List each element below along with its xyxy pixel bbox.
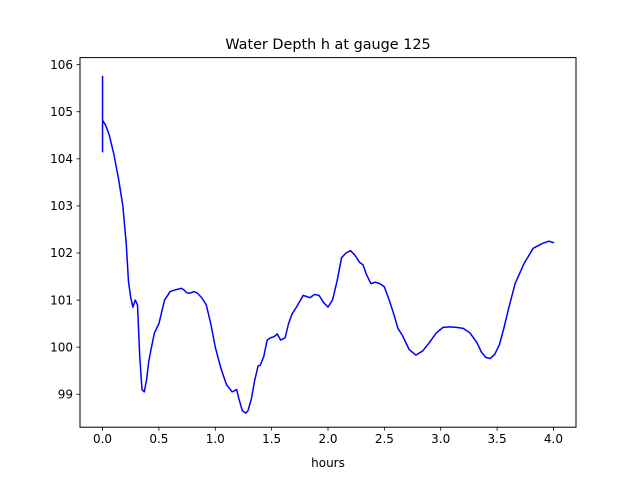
x-tick-label: 3.0	[431, 432, 450, 446]
series-layer	[101, 75, 555, 414]
y-tick-label: 103	[50, 199, 73, 213]
y-tick-label: 102	[50, 246, 73, 260]
y-tick-label: 99	[58, 387, 73, 401]
chart-title: Water Depth h at gauge 125	[225, 37, 430, 53]
x-tick-label: 1.0	[206, 432, 225, 446]
y-tick-label: 100	[50, 340, 73, 354]
plot-background	[80, 57, 576, 428]
x-tick-label: 1.5	[262, 432, 281, 446]
plot-frame	[79, 57, 577, 428]
y-tick-label: 106	[50, 58, 73, 72]
x-axis-label: hours	[311, 456, 345, 470]
x-tick-label: 0.0	[93, 432, 112, 446]
x-tick-label: 3.5	[488, 432, 507, 446]
x-tick-label: 2.0	[318, 432, 337, 446]
y-tick-label: 101	[50, 293, 73, 307]
x-tick-label: 0.5	[149, 432, 168, 446]
x-tick-label: 2.5	[375, 432, 394, 446]
y-tick-label: 105	[50, 105, 73, 119]
series-line	[101, 75, 555, 414]
x-tick-label: 4.0	[544, 432, 563, 446]
plot-area: 0.0 0.5 1.0 1.5 2.0 2.5 3.0 3.5 4.0 99 100 101 102 10…	[50, 57, 577, 446]
axis-ticks: 0.0 0.5 1.0 1.5 2.0 2.5 3.0 3.5 4.0 99 100 101 102 10…	[50, 58, 563, 446]
y-tick-label: 104	[50, 152, 73, 166]
